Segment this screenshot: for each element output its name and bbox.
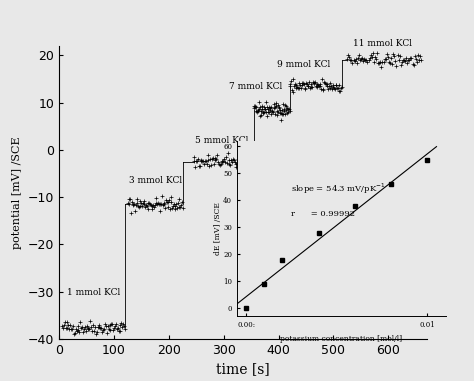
X-axis label: potassium concentration [mol/l]: potassium concentration [mol/l] (280, 335, 402, 343)
Text: 3 mmol KCl: 3 mmol KCl (129, 176, 182, 185)
Text: slope = 54.3 mV/pK$^{-1}$: slope = 54.3 mV/pK$^{-1}$ (292, 182, 386, 196)
Text: 1 mmol KCl: 1 mmol KCl (67, 288, 121, 296)
Text: r      = 0.99992: r = 0.99992 (292, 210, 356, 218)
Text: 7 mmol KCl: 7 mmol KCl (229, 82, 283, 91)
Y-axis label: dE [mV] /SCE: dE [mV] /SCE (214, 202, 222, 255)
Y-axis label: potential [mV] /SCE: potential [mV] /SCE (12, 136, 22, 249)
Text: 9 mmol KCl: 9 mmol KCl (277, 60, 331, 69)
X-axis label: time [s]: time [s] (216, 362, 270, 376)
Text: 5 mmol KCl: 5 mmol KCl (195, 136, 248, 145)
Text: 11 mmol KCl: 11 mmol KCl (353, 39, 411, 48)
